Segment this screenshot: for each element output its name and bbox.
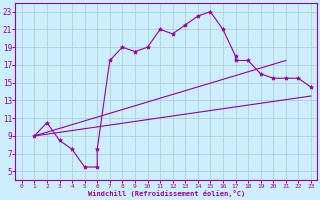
X-axis label: Windchill (Refroidissement éolien,°C): Windchill (Refroidissement éolien,°C)	[88, 190, 245, 197]
